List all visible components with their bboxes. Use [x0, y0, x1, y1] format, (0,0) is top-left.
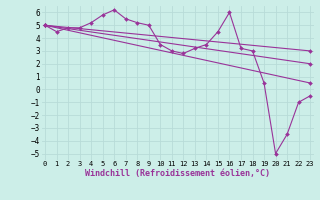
X-axis label: Windchill (Refroidissement éolien,°C): Windchill (Refroidissement éolien,°C) [85, 169, 270, 178]
